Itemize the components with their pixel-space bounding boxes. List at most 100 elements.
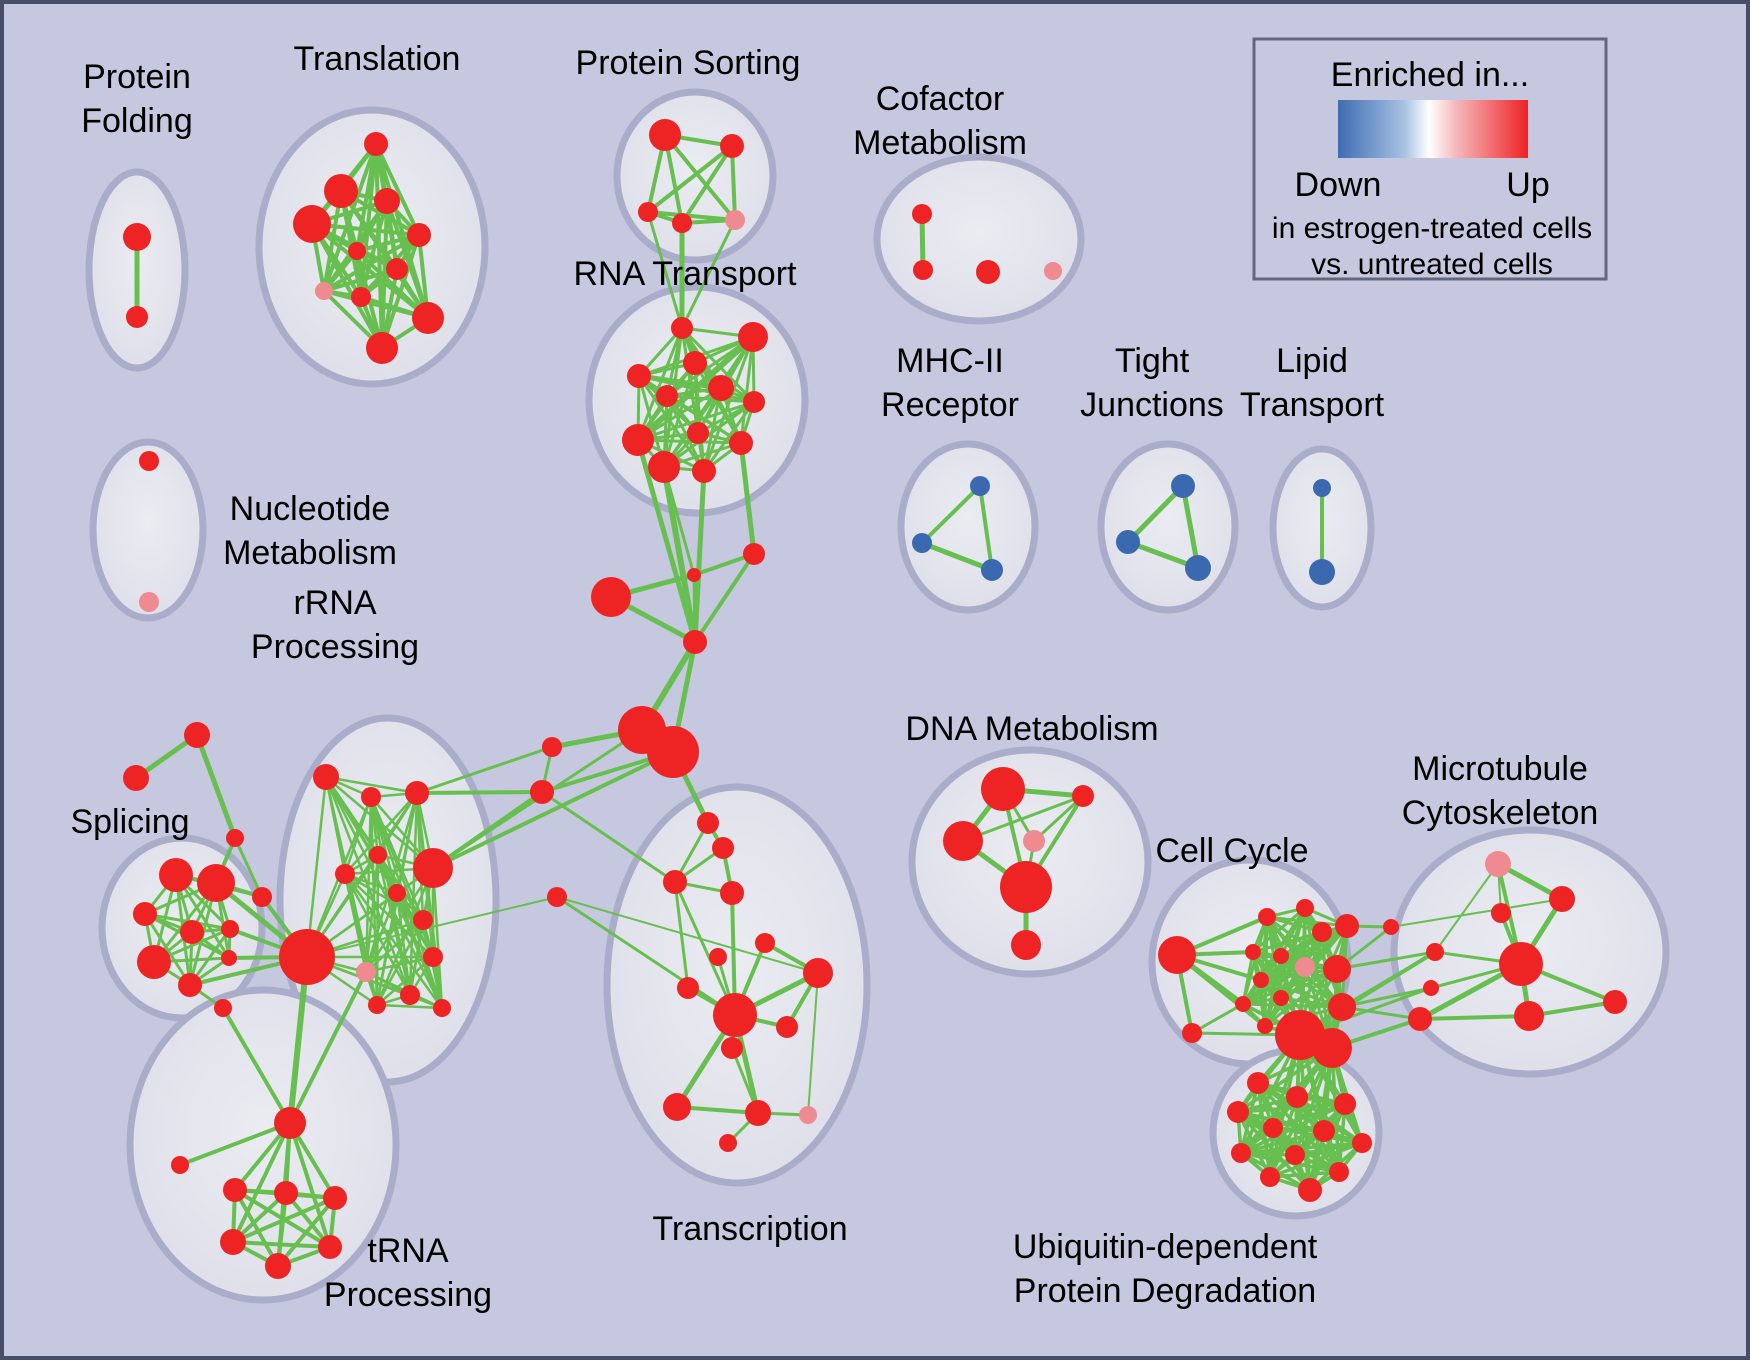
gene-set-node-red <box>1273 948 1289 964</box>
gene-set-node-red <box>293 205 331 243</box>
gene-set-node-red <box>274 1181 298 1205</box>
gene-set-node-red <box>226 829 244 847</box>
gene-set-node-red <box>171 1156 189 1174</box>
gene-set-node-red <box>638 202 658 222</box>
gene-set-node-red <box>369 846 387 864</box>
cluster-ellipse-trna-processing <box>126 986 400 1304</box>
gene-set-node-pink <box>799 1106 817 1124</box>
edge <box>635 437 698 645</box>
gene-set-node-red <box>677 977 699 999</box>
cluster-label-cofactor-metabolism: Cofactor Metabolism <box>853 80 1027 162</box>
gene-set-node-blue <box>1313 479 1331 497</box>
gene-set-node-red <box>221 920 239 938</box>
edge <box>375 891 399 1007</box>
gene-set-node-red <box>400 985 420 1005</box>
cluster-label-splicing: Splicing <box>70 803 189 841</box>
gene-set-node-blue <box>1171 474 1195 498</box>
gene-set-node-red <box>323 1186 347 1210</box>
gene-set-node-red <box>318 1235 342 1259</box>
gene-set-node-red <box>413 848 453 888</box>
gene-set-node-red <box>743 543 765 565</box>
edge <box>738 440 757 557</box>
cluster-label-nucleotide-metabolism: Nucleotide Metabolism <box>223 490 397 572</box>
gene-set-node-red <box>386 258 408 280</box>
edge <box>646 210 737 222</box>
gene-set-node-red <box>1335 914 1359 938</box>
gene-set-node-red <box>622 424 654 456</box>
gene-set-node-red <box>1334 1093 1356 1115</box>
gene-set-node-red <box>423 947 443 967</box>
edge <box>194 732 238 841</box>
cluster-label-protein-folding: Protein Folding <box>81 58 193 140</box>
gene-set-node-red <box>738 322 768 352</box>
gene-set-node-blue <box>1116 530 1140 554</box>
edge <box>324 775 419 795</box>
gene-set-node-red <box>221 950 237 966</box>
edge <box>343 872 425 922</box>
gene-set-node-red <box>388 884 406 902</box>
edge <box>636 438 743 445</box>
cluster-label-ubiquitin-dependent-protein-degradation: Ubiquitin-dependent Protein Degradation <box>1013 1228 1318 1310</box>
edge <box>343 872 444 1010</box>
gene-set-node-red <box>1000 861 1052 913</box>
gene-set-node-red <box>214 999 232 1017</box>
cluster-label-mhc-ii-receptor: MHC-II Receptor <box>881 342 1019 424</box>
edge <box>1418 1014 1531 1021</box>
cluster-label-protein-sorting: Protein Sorting <box>576 44 801 82</box>
gene-set-node-red <box>1263 1118 1283 1138</box>
gene-set-node-blue <box>1185 555 1211 581</box>
gene-set-node-red <box>1285 1145 1305 1165</box>
gene-set-node-red <box>547 887 567 907</box>
edge <box>1434 863 1499 953</box>
gene-set-node-red <box>672 213 692 233</box>
gene-set-nodes <box>123 119 1627 1279</box>
edge <box>807 972 819 1116</box>
gene-set-node-red <box>324 174 358 208</box>
gene-set-node-red <box>1313 1120 1335 1142</box>
gene-set-node-red <box>178 973 202 997</box>
edge <box>1263 967 1339 1028</box>
gene-set-node-red <box>1286 1086 1308 1108</box>
edge <box>919 540 995 573</box>
edge <box>702 386 723 473</box>
edge <box>1259 978 1344 1009</box>
gene-set-node-red <box>252 887 272 907</box>
edge <box>662 465 696 577</box>
edge <box>702 400 756 473</box>
gene-set-node-red <box>1182 1023 1202 1043</box>
edge <box>288 1121 332 1249</box>
gene-set-node-red <box>313 764 339 790</box>
gene-set-node-red <box>265 1253 291 1279</box>
gene-set-node-red <box>184 722 210 748</box>
gene-set-node-red <box>123 765 149 791</box>
gene-set-node-red <box>361 787 381 807</box>
gene-set-node-red <box>1328 993 1356 1021</box>
legend-up-label: Up <box>1506 166 1549 204</box>
gene-set-node-red <box>1072 785 1094 807</box>
cluster-label-transcription: Transcription <box>652 1210 847 1248</box>
gene-set-node-red <box>1312 922 1332 942</box>
edge <box>305 775 328 959</box>
gene-set-node-red <box>374 188 400 214</box>
edge <box>673 880 737 1017</box>
gene-set-node-red <box>981 767 1025 811</box>
gene-set-node-red <box>1247 1072 1269 1094</box>
gene-set-node-red <box>1260 1167 1280 1187</box>
gene-set-node-red <box>1011 930 1041 960</box>
gene-set-node-red <box>405 781 429 805</box>
edge <box>385 199 430 320</box>
edge <box>693 552 756 644</box>
edge <box>646 144 734 214</box>
edge <box>408 918 425 997</box>
edge <box>702 335 755 473</box>
edge <box>288 970 368 1125</box>
cluster-ellipse-tight-junctions <box>1097 440 1239 614</box>
legend: Enriched in... Down Up in estrogen-treated … <box>1252 37 1608 281</box>
gene-set-node-pink <box>1023 830 1045 852</box>
gene-set-node-red <box>627 364 651 388</box>
gene-set-node-red <box>729 431 753 455</box>
gene-set-node-red <box>413 910 433 930</box>
legend-gradient-bar <box>1338 100 1528 158</box>
gene-set-node-red <box>647 726 699 778</box>
